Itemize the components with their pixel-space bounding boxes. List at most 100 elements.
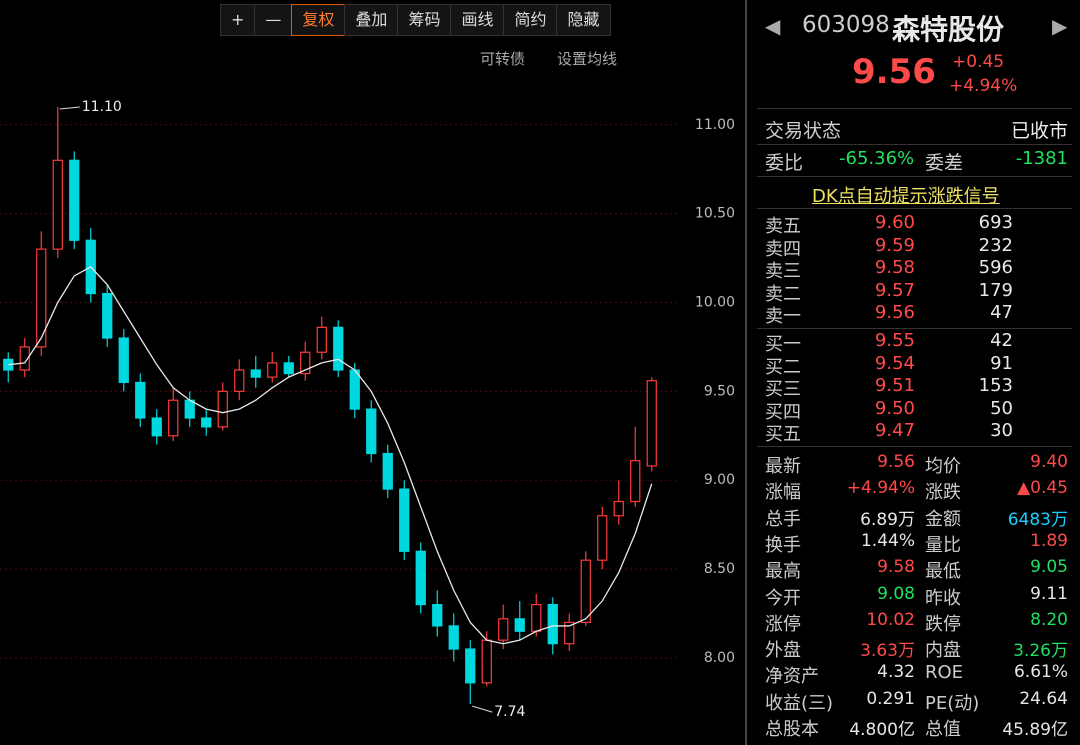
toolbar-button[interactable]: 画线 <box>450 4 505 36</box>
stat-label: 今开 <box>765 587 801 609</box>
stat-value: 6.89万 <box>860 509 915 530</box>
stat-label: 涨幅 <box>765 482 801 504</box>
separator <box>757 446 1072 447</box>
signal-link[interactable]: DK点自动提示涨跌信号 <box>812 186 1000 207</box>
y-tick-label: 11.00 <box>695 117 735 133</box>
diff-label: 委差 <box>925 152 964 174</box>
candle-body <box>52 159 63 250</box>
book-volume: 91 <box>990 352 1013 374</box>
separator <box>757 328 1072 329</box>
annotation-arrow <box>472 705 493 713</box>
book-price: 9.58 <box>874 257 915 278</box>
book-label: 买三 <box>765 379 801 400</box>
ratio-label: 委比 <box>765 152 804 174</box>
book-volume: 179 <box>978 279 1013 301</box>
candle-body <box>646 380 657 467</box>
book-label: 卖四 <box>765 238 801 260</box>
stat-value: 9.05 <box>1030 557 1068 578</box>
candle-body <box>234 369 245 392</box>
book-label: 卖二 <box>765 283 801 305</box>
candle-body <box>349 369 360 410</box>
book-label: 买四 <box>765 401 801 423</box>
toolbar-button[interactable]: + <box>220 4 256 36</box>
y-tick-label: 8.50 <box>704 561 735 577</box>
stat-label: 最高 <box>765 561 801 583</box>
book-label: 买一 <box>765 334 801 355</box>
book-volume: 42 <box>990 330 1013 351</box>
candle-body <box>448 625 459 650</box>
candle-body <box>531 604 542 632</box>
stat-value: 9.40 <box>1030 452 1068 472</box>
toolbar-button[interactable]: — <box>254 4 293 36</box>
ma-line <box>8 266 653 645</box>
y-tick-label: 9.00 <box>704 472 735 488</box>
book-label: 卖三 <box>765 261 801 282</box>
stat-value: +4.94% <box>846 478 915 499</box>
candle-body <box>19 346 30 371</box>
book-price: 9.55 <box>874 330 915 351</box>
nav-right: ▶ <box>1052 14 1068 38</box>
book-label: 卖五 <box>765 216 801 237</box>
stat-value: 6483万 <box>1007 509 1068 530</box>
stat-value: 9.58 <box>877 557 915 578</box>
price: 9.56 <box>852 52 936 92</box>
separator <box>757 208 1072 209</box>
book-volume: 693 <box>978 212 1013 233</box>
quote-panel: ◀ ▶ 603098 森特股份 9.56 +0.45 +4.94% 交易状态 已收市 委比 -65.… <box>745 0 1080 745</box>
book-price: 9.50 <box>874 397 915 419</box>
diff: -1381 <box>1015 148 1068 169</box>
book-price: 9.59 <box>874 234 915 256</box>
toolbar-button[interactable]: 隐藏 <box>556 4 611 36</box>
stat-value: 3.63万 <box>860 641 915 662</box>
candle-body <box>168 399 179 437</box>
candle-body <box>630 460 641 503</box>
annotation-arrow <box>59 106 80 110</box>
stat-label: 净资产 <box>765 666 819 688</box>
candle-body <box>201 417 212 428</box>
stat-value: 1.89 <box>1030 530 1068 551</box>
chart-links: 可转债 设置均线 <box>480 48 617 69</box>
annotation: 7.74 <box>494 704 525 720</box>
stat-label: 量比 <box>925 534 961 556</box>
candle-body <box>580 559 591 623</box>
chart-link[interactable]: 设置均线 <box>557 50 618 68</box>
change-pct: +4.94% <box>949 76 1018 96</box>
stat-label: 涨跌 <box>925 482 961 504</box>
book-price: 9.47 <box>874 420 915 441</box>
candle-body <box>300 351 311 375</box>
toolbar-button[interactable]: 简约 <box>503 4 558 36</box>
stat-label: 内盘 <box>925 640 961 662</box>
stat-value: 24.64 <box>1019 688 1068 709</box>
candle-body <box>514 618 525 632</box>
toolbar: + — 复权 叠加 筹码 画线 简约 隐藏 <box>220 4 611 36</box>
stock-code: 603098 <box>802 12 890 38</box>
stat-label: 跌停 <box>925 613 961 635</box>
stat-value: ▲0.45 <box>1017 478 1068 499</box>
book-volume: 596 <box>978 257 1013 278</box>
candle-body <box>366 408 377 455</box>
stat-label: 收益(三) <box>765 692 834 714</box>
candle-body <box>399 488 410 552</box>
stat-label: 总股本 <box>765 719 819 740</box>
toolbar-button[interactable]: 复权 <box>291 4 346 36</box>
chart-link[interactable]: 可转债 <box>480 50 526 68</box>
y-tick-label: 10.50 <box>695 206 735 222</box>
stat-label: 总值 <box>925 719 961 740</box>
stat-label: 涨停 <box>765 613 801 635</box>
book-price: 9.56 <box>874 302 915 323</box>
candle-body <box>69 159 80 241</box>
book-price: 9.60 <box>874 212 915 233</box>
book-label: 买五 <box>765 424 801 445</box>
candle-body <box>217 390 228 428</box>
candle-body <box>547 604 558 645</box>
stat-value: 1.44% <box>860 530 915 551</box>
status: 已收市 <box>1010 120 1068 142</box>
candle-body <box>333 326 344 371</box>
candle-body <box>382 452 393 490</box>
toolbar-button[interactable]: 叠加 <box>344 4 399 36</box>
book-volume: 232 <box>978 234 1013 256</box>
ratio: -65.36% <box>839 148 915 169</box>
stat-value: 0.291 <box>866 688 915 709</box>
toolbar-button[interactable]: 筹码 <box>397 4 452 36</box>
